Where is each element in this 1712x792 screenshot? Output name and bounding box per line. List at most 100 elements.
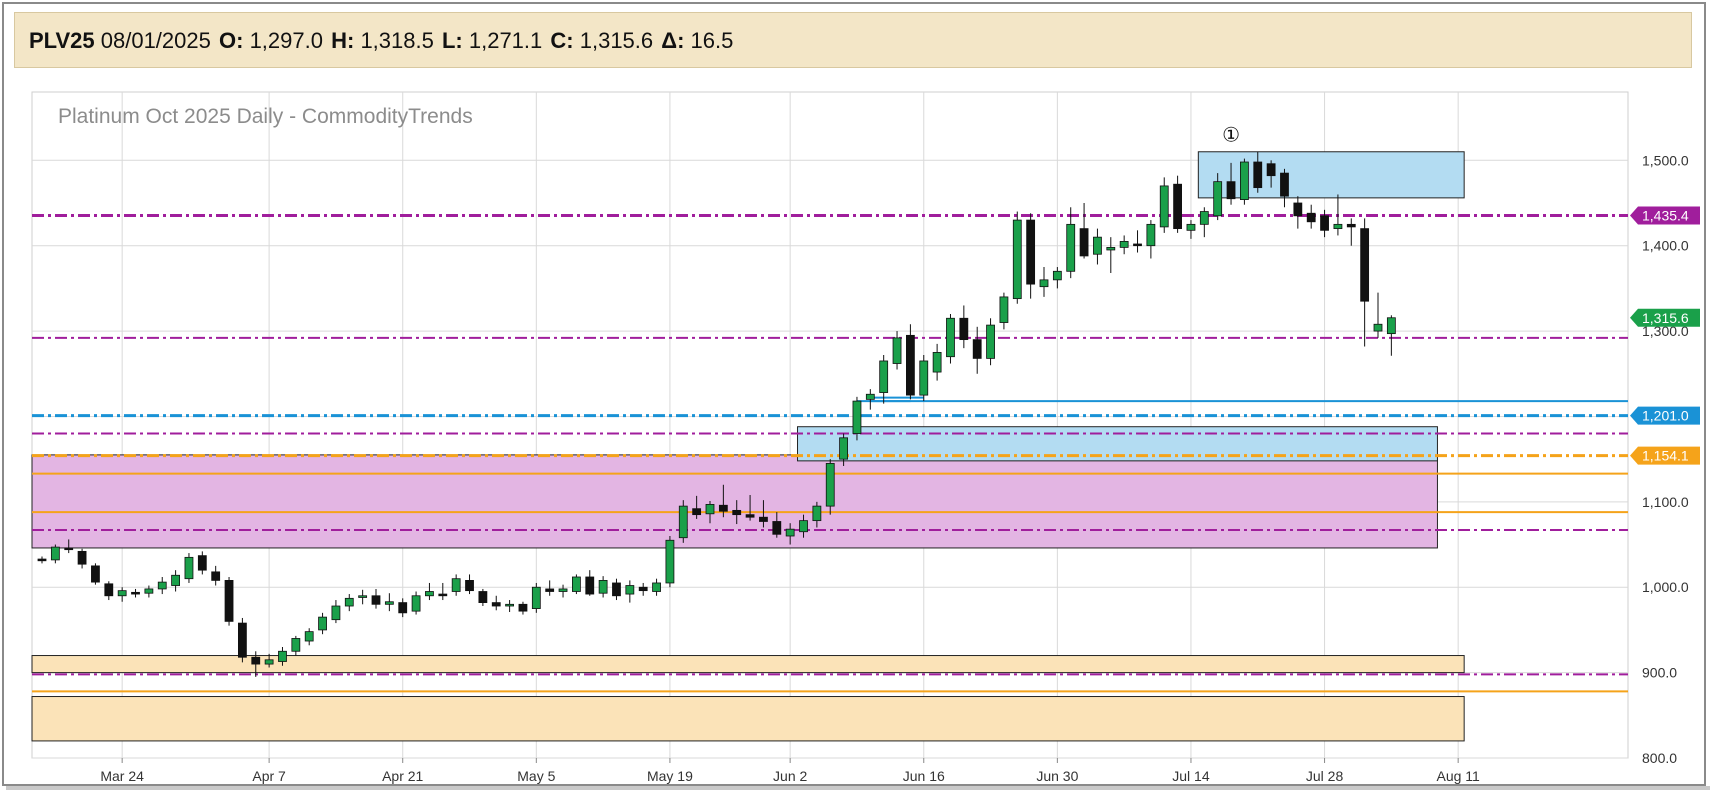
- candle-body: [451, 578, 461, 592]
- y-tick-label: 900.0: [1642, 665, 1677, 681]
- candle-body: [1012, 219, 1022, 300]
- annotation-marker: ①: [1222, 123, 1240, 147]
- candle-body: [946, 317, 955, 358]
- candle-body: [1066, 223, 1076, 272]
- candle-body: [665, 539, 675, 584]
- price-tag: 1,154.1: [1630, 446, 1700, 465]
- candle-body: [1119, 241, 1129, 248]
- open-value: 1,297.0: [249, 28, 323, 53]
- candle-body: [852, 400, 862, 434]
- candle-body: [411, 595, 421, 612]
- candle-body: [1133, 243, 1142, 247]
- candle-body: [1333, 223, 1343, 230]
- candle-body: [157, 581, 167, 590]
- chart-title: Platinum Oct 2025 Daily - CommodityTrend…: [58, 105, 473, 128]
- candle-body: [91, 565, 100, 583]
- low-label: L:: [441, 28, 463, 53]
- x-tick-label: Jun 30: [1036, 768, 1078, 784]
- x-tick-label: Jul 14: [1172, 768, 1210, 784]
- zone-box: [31, 454, 1438, 549]
- close-value: 1,315.6: [579, 28, 654, 53]
- symbol: PLV25: [29, 28, 95, 53]
- candle-body: [598, 580, 608, 594]
- candle-body: [50, 546, 60, 561]
- candle-body: [518, 603, 528, 612]
- price-tag: 1,201.0: [1630, 406, 1700, 425]
- candle-body: [692, 508, 702, 516]
- candle-body: [1306, 212, 1316, 223]
- candle-body: [972, 339, 982, 359]
- candle-body: [1199, 211, 1209, 225]
- price-tag-label: 1,201.0: [1642, 408, 1689, 424]
- candle-body: [718, 504, 728, 512]
- x-tick-label: Apr 7: [252, 768, 286, 784]
- price-tag-label: 1,435.4: [1642, 207, 1689, 223]
- candle-body: [638, 586, 648, 592]
- candle-body: [1373, 323, 1383, 332]
- candle-body: [491, 602, 501, 607]
- price-tag-shape: [1630, 206, 1700, 225]
- candle-body: [531, 586, 541, 609]
- x-tick-label: Jun 16: [903, 768, 945, 784]
- candle-body: [505, 603, 515, 607]
- high-value: 1,318.5: [360, 28, 434, 53]
- candle-body: [438, 593, 448, 597]
- zones: [31, 151, 1465, 742]
- candle-body: [759, 516, 768, 522]
- candle-body: [291, 638, 301, 652]
- candle-body: [892, 337, 902, 364]
- candle-body: [1346, 223, 1356, 228]
- candle-body: [625, 585, 635, 595]
- candle-body: [211, 571, 221, 581]
- candle-body: [224, 580, 234, 622]
- high-label: H:: [331, 28, 355, 53]
- close-label: C:: [550, 28, 574, 53]
- price-tag: 1,435.4: [1630, 206, 1700, 225]
- candle-body: [772, 521, 782, 535]
- candle-body: [237, 622, 247, 658]
- candle-body: [1106, 246, 1116, 251]
- candle-body: [558, 588, 568, 592]
- candle-body: [919, 360, 929, 396]
- candle-body: [184, 556, 194, 580]
- price-tag-shape: [1630, 308, 1700, 327]
- candle-body: [865, 393, 875, 400]
- y-tick-label: 800.0: [1642, 750, 1677, 766]
- candle-body: [652, 582, 661, 592]
- candle-body: [264, 659, 274, 665]
- candle-body: [278, 650, 287, 662]
- x-tick-label: Apr 21: [382, 768, 423, 784]
- candle-body: [999, 296, 1009, 323]
- candle-body: [678, 505, 688, 539]
- candle-body: [745, 514, 755, 518]
- candle-body: [37, 558, 47, 562]
- candle-body: [371, 595, 381, 605]
- candle-body: [331, 605, 341, 621]
- candle-body: [572, 576, 581, 592]
- candle-body: [1293, 202, 1303, 217]
- candle-body: [879, 360, 889, 393]
- candle-body: [1386, 317, 1396, 335]
- zone-box: [31, 696, 1465, 742]
- candle-body: [344, 597, 354, 607]
- candle-body: [1159, 185, 1169, 228]
- candle-body: [1280, 172, 1289, 197]
- zone-box: [1197, 151, 1465, 199]
- candle-body: [1226, 181, 1236, 200]
- candle-body: [585, 576, 595, 595]
- candle-body: [545, 588, 555, 592]
- candle-body: [1173, 183, 1182, 230]
- candle-body: [839, 437, 848, 460]
- price-tag-label: 1,315.6: [1642, 310, 1689, 326]
- candle-body: [1026, 219, 1036, 285]
- candle-body: [1079, 228, 1089, 257]
- candle-body: [1039, 279, 1049, 288]
- candle-body: [64, 547, 74, 551]
- candle-body: [732, 509, 742, 516]
- price-tag-shape: [1630, 446, 1700, 465]
- candle-body: [1213, 181, 1223, 217]
- candle-body: [959, 317, 969, 341]
- bar-date: 08/01/2025: [100, 28, 211, 53]
- x-tick-label: Aug 11: [1436, 768, 1480, 784]
